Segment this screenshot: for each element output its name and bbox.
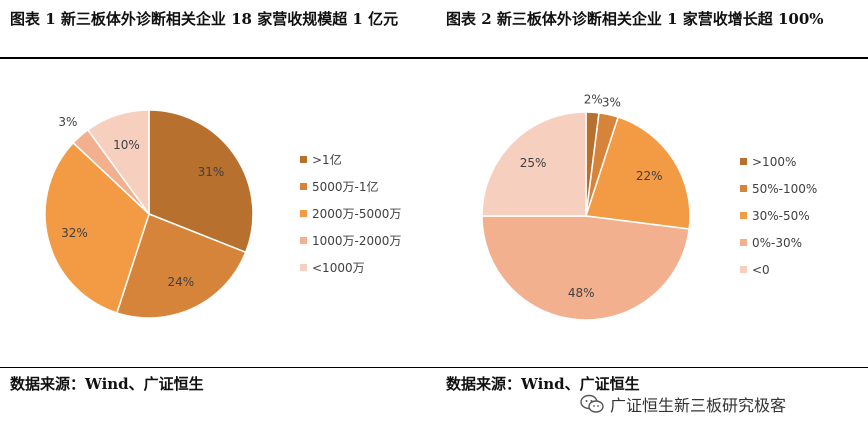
left-data-source: 数据来源：Wind、广证恒生: [10, 375, 204, 393]
chart1-legend-label-2: 2000万-5000万: [312, 207, 401, 221]
chart1-legend-swatch-2: [300, 210, 307, 217]
bottom-divider: [0, 367, 868, 368]
wechat-icon: [580, 394, 604, 413]
top-divider: [0, 57, 868, 59]
chart1-legend-label-3: 1000万-2000万: [312, 234, 401, 248]
chart2-legend-swatch-1: [740, 185, 747, 192]
chart2-slice-4: [481, 111, 587, 217]
chart1-data-label-3: 3%: [58, 115, 77, 129]
chart2-legend-label-0: >100%: [752, 155, 796, 169]
chart1-data-label-0: 31%: [198, 165, 225, 179]
right-chart-title: 图表 2 新三板体外诊断相关企业 1 家营收增长超 100%: [446, 10, 824, 28]
right-data-source: 数据来源：Wind、广证恒生: [446, 375, 640, 393]
chart2-legend-swatch-0: [740, 158, 747, 165]
chart2-legend-label-4: <0: [752, 263, 770, 277]
chart1-legend-swatch-0: [300, 156, 307, 163]
left-chart-title: 图表 1 新三板体外诊断相关企业 18 家营收规模超 1 亿元: [10, 10, 399, 28]
chart1-slice-1: [115, 213, 247, 319]
chart2-legend-swatch-4: [740, 266, 747, 273]
chart2-legend-label-2: 30%-50%: [752, 209, 810, 223]
chart1-legend-label-0: >1亿: [312, 152, 342, 167]
chart1-legend-label-4: <1000万: [312, 261, 365, 275]
watermark: 广证恒生新三板研究极客: [580, 392, 786, 416]
chart2-legend-label-3: 0%-30%: [752, 236, 802, 250]
chart2-data-label-4: 25%: [520, 156, 547, 170]
chart2-legend-label-1: 50%-100%: [752, 182, 817, 196]
chart1-slice-0: [148, 109, 254, 254]
chart2-data-label-2: 22%: [636, 169, 663, 183]
chart2-legend-swatch-3: [740, 239, 747, 246]
chart2-legend-swatch-2: [740, 212, 747, 219]
chart1-data-label-2: 32%: [61, 226, 88, 240]
chart1-data-label-1: 24%: [168, 275, 195, 289]
chart2-slice-2: [585, 116, 691, 230]
chart1-legend-swatch-4: [300, 264, 307, 271]
chart1-slice-4: [86, 109, 150, 217]
chart1-data-label-4: 10%: [113, 138, 140, 152]
chart1-legend-label-1: 5000万-1亿: [312, 179, 379, 194]
chart2-data-label-0: 2%: [584, 93, 603, 107]
chart2-data-label-3: 48%: [568, 286, 595, 300]
chart1-legend-swatch-1: [300, 183, 307, 190]
chart2-slice-3: [481, 215, 691, 321]
chart2-data-label-1: 3%: [602, 95, 621, 109]
chart1-slice-2: [44, 141, 150, 314]
chart1-legend-swatch-3: [300, 237, 307, 244]
watermark-text: 广证恒生新三板研究极客: [610, 396, 787, 415]
